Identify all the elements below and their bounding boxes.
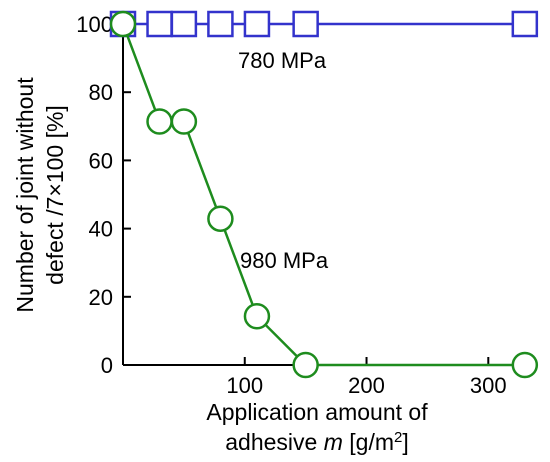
series-label-780: 780 MPa	[238, 48, 327, 73]
series-780-point	[207, 10, 234, 38]
series-980-point	[109, 10, 137, 38]
y-tick-label: 20	[89, 285, 113, 310]
y-tick-label: 40	[89, 217, 113, 242]
x-axis-unit-close: ]	[402, 429, 408, 455]
y-tick-label: 0	[101, 353, 113, 378]
series-780-point	[170, 10, 198, 38]
x-axis-title-line1: Application amount of	[206, 399, 428, 425]
series-980-point	[207, 205, 234, 232]
x-tick-label: 300	[470, 373, 507, 398]
y-ticks: 0 20 40 60 80 100	[76, 12, 131, 378]
x-tick-label: 100	[226, 373, 263, 398]
series-980-point	[243, 302, 271, 330]
series-line-2	[121, 23, 525, 367]
x-axis-title-prefix: adhesive	[225, 429, 323, 455]
y-tick-label: 60	[89, 148, 113, 173]
x-tick-label: 200	[348, 373, 385, 398]
y-axis-title-line1: Number of joint without	[12, 77, 38, 313]
x-axis-unit-open: [g/m	[343, 429, 394, 455]
series-980-point	[292, 351, 319, 379]
series-980-point	[146, 108, 173, 135]
series-780-point	[292, 10, 319, 38]
series-780-point	[146, 10, 173, 38]
y-axis-title-line2: defect /7×100 [%]	[42, 105, 68, 285]
x-axis-unit-superscript: 2	[394, 429, 402, 446]
series-780-point	[243, 10, 271, 38]
series-980-point	[170, 108, 198, 135]
y-tick-label: 80	[89, 80, 113, 105]
y-tick-label: 100	[76, 12, 113, 37]
series-label-980: 980 MPa	[240, 248, 329, 273]
x-axis-variable: m	[324, 429, 343, 455]
series-layer	[109, 10, 539, 379]
x-axis-title-line2: adhesive m [g/m2]	[225, 429, 409, 456]
x-ticks: 100 200 300	[226, 357, 507, 398]
series-780-point	[511, 10, 539, 38]
series-980-point	[511, 351, 539, 379]
